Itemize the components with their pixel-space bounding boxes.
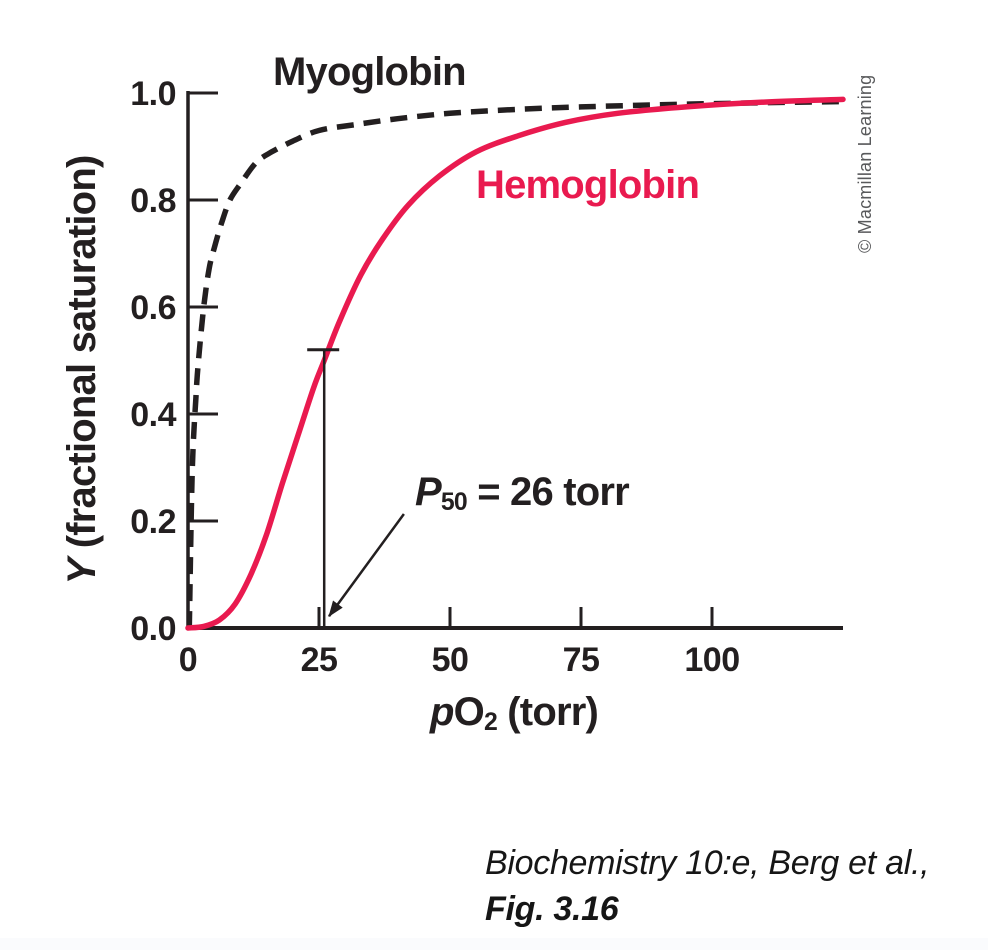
x-axis-title-italic: p [429,690,454,734]
y-tick-label: 0.4 [130,396,176,434]
caption-line-2: Fig. 3.16 [485,890,619,928]
x-tick-label: 0 [179,641,197,679]
x-axis-title: pO2 (torr) [429,690,599,735]
oxygen-binding-chart: 0.0 0.2 0.4 0.6 0.8 1.0 0 25 50 75 100 [130,75,846,679]
myoglobin-curve [186,98,844,629]
y-axis-title: Y (fractional saturation) [60,155,104,585]
x-axis-title-sub: 2 [483,709,498,737]
hemoglobin-curve-label: Hemoglobin [476,163,700,207]
hemoglobin-curve [185,96,846,631]
p50-value: = 26 torr [466,470,630,514]
x-tick-label: 50 [432,641,469,679]
caption-line-1: Biochemistry 10:e, Berg et al., [485,844,930,882]
p50-arrow [327,513,405,618]
x-tick-label: 100 [684,641,739,679]
p50-annotation-label: P50 = 26 torr [415,470,630,515]
publisher-credit: © Macmillan Learning [855,74,875,253]
p50-subscript: 50 [440,489,468,517]
y-tick-label: 0.6 [130,289,176,327]
myoglobin-curve-label: Myoglobin [273,50,467,94]
y-tick-label: 1.0 [130,75,176,113]
p50-symbol: P [415,470,442,514]
bottom-edge-strip [0,938,988,950]
x-axis-title-rest: (torr) [496,690,599,734]
y-tick-label: 0.2 [130,503,176,541]
source-caption: Biochemistry 10:e, Berg et al., Fig. 3.1… [485,840,930,932]
x-tick-label: 25 [301,641,338,679]
y-tick-label: 0.8 [130,182,176,220]
y-tick-label: 0.0 [130,610,176,648]
x-tick-label: 75 [563,641,600,679]
y-axis-title-italic: Y [60,558,104,585]
y-axis-title-rest: (fractional saturation) [60,155,104,559]
x-axis-title-main: O [453,690,485,734]
